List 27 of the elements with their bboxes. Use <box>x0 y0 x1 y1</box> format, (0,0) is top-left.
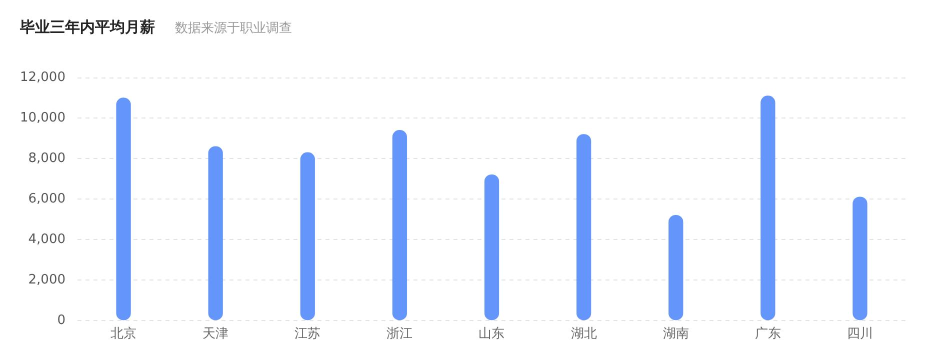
x-tick-label: 四川 <box>846 326 873 342</box>
bar <box>576 134 592 320</box>
bar <box>116 98 131 320</box>
bar <box>852 196 868 320</box>
y-tick-label: 10,000 <box>20 110 66 126</box>
x-tick-label: 江苏 <box>294 326 321 342</box>
chart-subtitle: 数据来源于职业调查 <box>175 20 292 37</box>
bar <box>392 130 408 320</box>
y-tick-label: 2,000 <box>28 272 66 288</box>
x-tick-label: 山东 <box>478 326 505 342</box>
x-tick-label: 浙江 <box>386 326 413 342</box>
y-tick-label: 12,000 <box>20 70 66 86</box>
x-tick-label: 湖北 <box>570 326 597 342</box>
x-tick-label: 湖南 <box>662 326 689 342</box>
bar <box>300 152 315 320</box>
x-tick-label: 北京 <box>110 326 137 342</box>
y-tick-label: 6,000 <box>28 191 66 206</box>
y-tick-label: 4,000 <box>28 232 66 247</box>
bar <box>760 96 776 320</box>
y-tick-label: 8,000 <box>28 151 66 166</box>
chart-title: 毕业三年内平均月薪 <box>20 18 155 37</box>
bar <box>668 214 684 320</box>
x-tick-label: 天津 <box>202 326 229 342</box>
bar <box>484 174 500 320</box>
x-tick-label: 广东 <box>754 326 781 342</box>
y-tick-label: 0 <box>57 312 66 328</box>
bar <box>208 146 223 320</box>
